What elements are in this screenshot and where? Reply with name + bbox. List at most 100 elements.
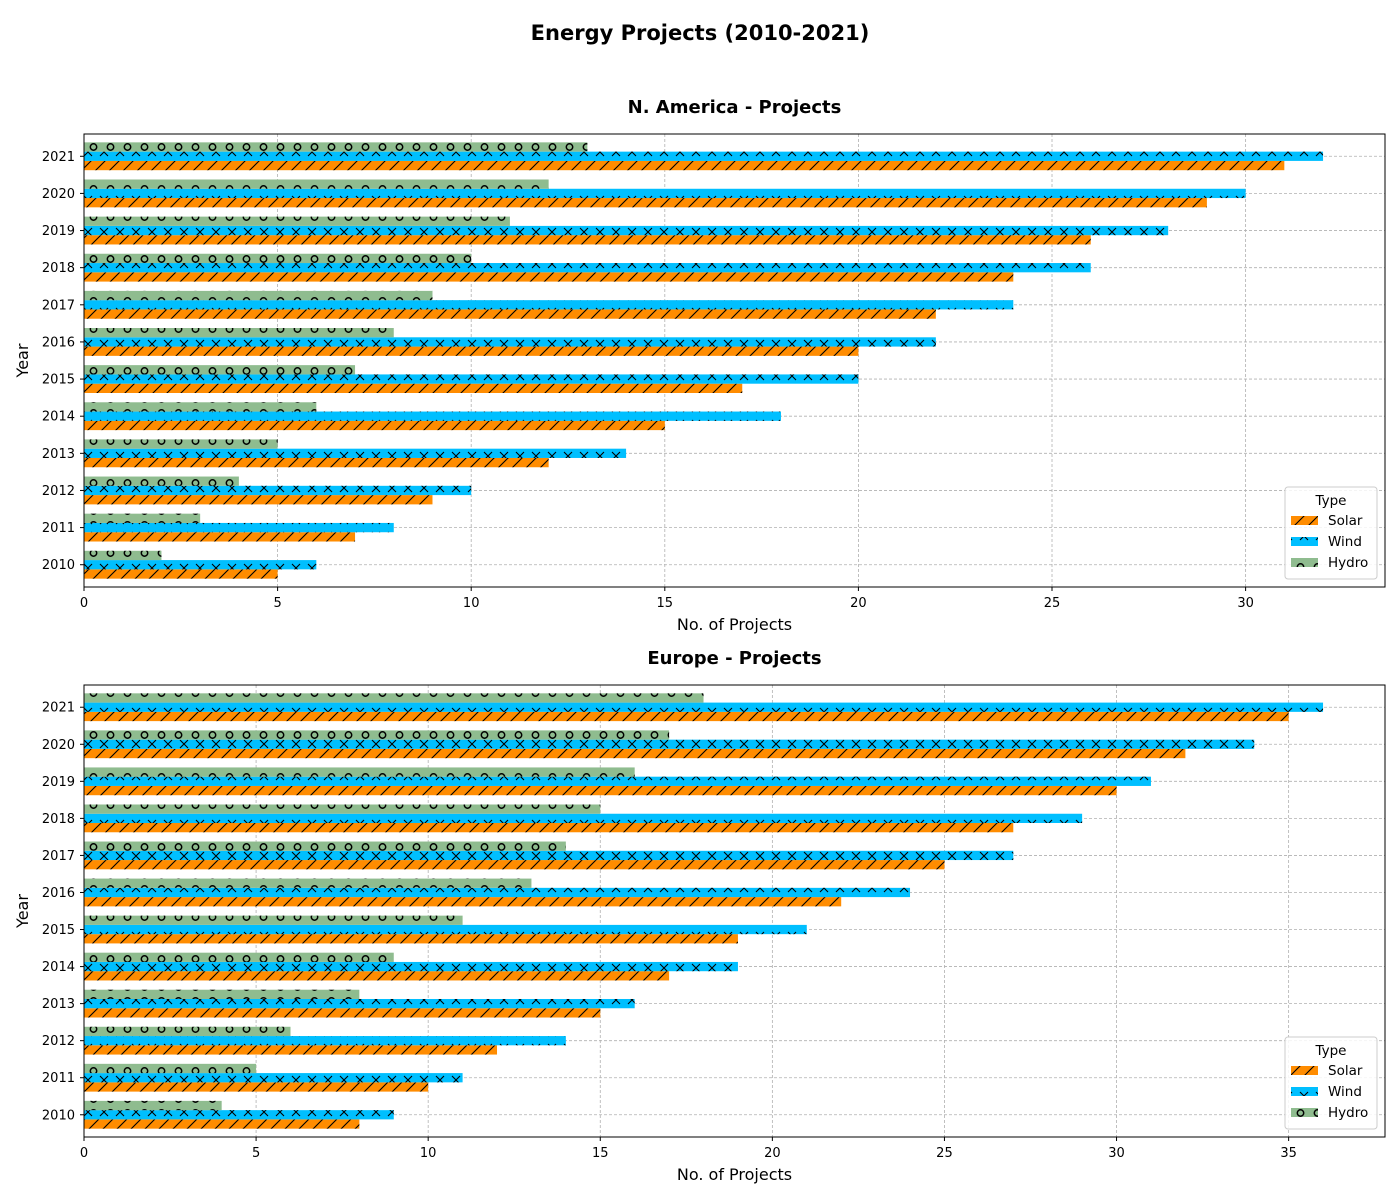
panel-title: Europe - Projects xyxy=(647,648,821,669)
y-tick-label: 2019 xyxy=(42,224,75,239)
bar-hatch-hydro xyxy=(84,439,278,449)
y-tick-label: 2016 xyxy=(42,886,75,901)
y-tick-label: 2011 xyxy=(42,521,75,536)
x-tick-label: 25 xyxy=(936,1146,953,1161)
bar-hatch-hydro xyxy=(84,365,356,375)
bar-hatch-solar xyxy=(84,711,1289,722)
y-tick-label: 2014 xyxy=(42,410,75,425)
y-tick-label: 2010 xyxy=(42,558,75,573)
bar-hatch-wind xyxy=(84,850,1014,861)
y-tick-label: 2012 xyxy=(42,484,75,499)
bar-hatch-wind xyxy=(84,522,394,533)
bar-hatch-wind xyxy=(84,887,911,898)
x-tick-label: 0 xyxy=(80,1146,88,1161)
bar-hatch-solar xyxy=(84,532,356,542)
legend-label-wind: Wind xyxy=(1328,534,1362,550)
bar-hatch-solar xyxy=(84,1082,429,1092)
bar-hatch-wind xyxy=(84,411,781,421)
bar-hatch-wind xyxy=(84,300,1014,310)
x-tick-label: 15 xyxy=(592,1146,609,1161)
y-tick-label: 2020 xyxy=(42,738,75,753)
bar-hatch-solar xyxy=(84,1119,360,1129)
bar-hatch-hydro xyxy=(84,290,433,301)
bar-hatch-hydro xyxy=(84,1026,291,1037)
bar-hatch-solar xyxy=(84,823,1014,833)
bar-hatch-solar xyxy=(84,971,670,981)
x-tick-label: 35 xyxy=(1280,1146,1297,1161)
bar-hatch-solar xyxy=(84,160,1285,171)
legend-swatch-hatch-hydro xyxy=(1291,1108,1318,1117)
bar-hatch-hydro xyxy=(84,142,588,152)
x-tick-label: 10 xyxy=(463,596,480,611)
axes-frame xyxy=(83,684,1386,1138)
bar-hatch-hydro xyxy=(84,328,394,338)
bar-hatch-solar xyxy=(84,383,743,393)
chart-panel-0: 0 5 10 15 20 25 30 2010 2011 2012 2013 2014 2015 2016… xyxy=(13,97,1386,634)
y-tick-label: 2011 xyxy=(42,1071,75,1086)
bar-hatch-wind xyxy=(84,1036,566,1046)
y-tick-label: 2019 xyxy=(42,775,75,790)
legend: Type Solar Wind Hydro xyxy=(1284,1036,1378,1130)
bar-hatch-solar xyxy=(84,860,945,870)
legend-box xyxy=(1284,486,1378,580)
bar-hatch-wind xyxy=(84,961,738,972)
legend-box xyxy=(1284,1036,1378,1130)
x-tick-label: 0 xyxy=(80,596,88,611)
bar-hatch-hydro xyxy=(84,513,201,523)
y-tick-label: 2013 xyxy=(42,447,75,462)
bar-hatch-solar xyxy=(84,1045,498,1055)
bar-hatch-solar xyxy=(84,569,278,579)
bar-hatch-wind xyxy=(84,924,807,935)
bar-hatch-solar xyxy=(84,785,1117,796)
y-tick-label: 2018 xyxy=(42,812,75,827)
bar-hatch-solar xyxy=(84,198,1207,208)
x-axis-label: No. of Projects xyxy=(677,615,792,634)
bar-hatch-hydro xyxy=(84,253,472,264)
axes-layer: 0 5 10 15 20 25 302010201120122013201420152016… xyxy=(13,97,1386,1184)
bar-hatch-hydro xyxy=(84,402,317,412)
bar-hatch-wind xyxy=(84,485,472,496)
axes-frame xyxy=(83,133,1386,588)
y-tick-label: 2014 xyxy=(42,960,75,975)
bar-hatch-solar xyxy=(84,748,1186,759)
x-tick-label: 30 xyxy=(1237,596,1254,611)
bar-hatch-hydro xyxy=(84,730,670,740)
bar-hatch-solar xyxy=(84,346,859,356)
legend-title: Type xyxy=(1314,493,1346,509)
x-tick-label: 30 xyxy=(1108,1146,1125,1161)
y-tick-label: 2015 xyxy=(42,373,75,388)
y-tick-label: 2020 xyxy=(42,187,75,202)
bar-hatch-wind xyxy=(84,813,1083,824)
bar-hatch-wind xyxy=(84,998,635,1009)
bar-hatch-solar xyxy=(84,235,1091,245)
bar-hatch-hydro xyxy=(84,1063,257,1074)
y-tick-label: 2013 xyxy=(42,997,75,1012)
bar-hatch-hydro xyxy=(84,841,566,851)
legend-swatch-hatch-solar xyxy=(1291,516,1318,525)
x-tick-label: 25 xyxy=(1044,596,1061,611)
x-tick-label: 5 xyxy=(252,1146,260,1161)
bar-hatch-hydro xyxy=(84,952,394,962)
y-tick-label: 2016 xyxy=(42,335,75,350)
bar-hatch-solar xyxy=(84,309,936,319)
y-tick-label: 2010 xyxy=(42,1108,75,1123)
legend-swatch-hatch-solar xyxy=(1291,1066,1318,1075)
y-tick-label: 2015 xyxy=(42,923,75,938)
legend-label-solar: Solar xyxy=(1328,1063,1363,1079)
x-tick-label: 10 xyxy=(420,1146,437,1161)
plot-area xyxy=(84,685,1385,1137)
y-tick-label: 2017 xyxy=(42,849,75,864)
legend-title: Type xyxy=(1314,1043,1346,1059)
bar-hatch-solar xyxy=(84,1008,601,1018)
x-axis-label: No. of Projects xyxy=(677,1165,792,1184)
bar-hatch-wind xyxy=(84,702,1324,712)
y-tick-label: 2021 xyxy=(42,701,75,716)
bar-hatch-hydro xyxy=(84,216,510,226)
plot-area xyxy=(84,134,1385,587)
y-axis-label: Year xyxy=(13,343,32,378)
legend-swatch-hatch-wind xyxy=(1291,537,1318,546)
legend-swatch-hatch-hydro xyxy=(1291,558,1318,567)
bar-hatch-hydro xyxy=(84,878,532,888)
bar-hatch-solar xyxy=(84,897,842,907)
